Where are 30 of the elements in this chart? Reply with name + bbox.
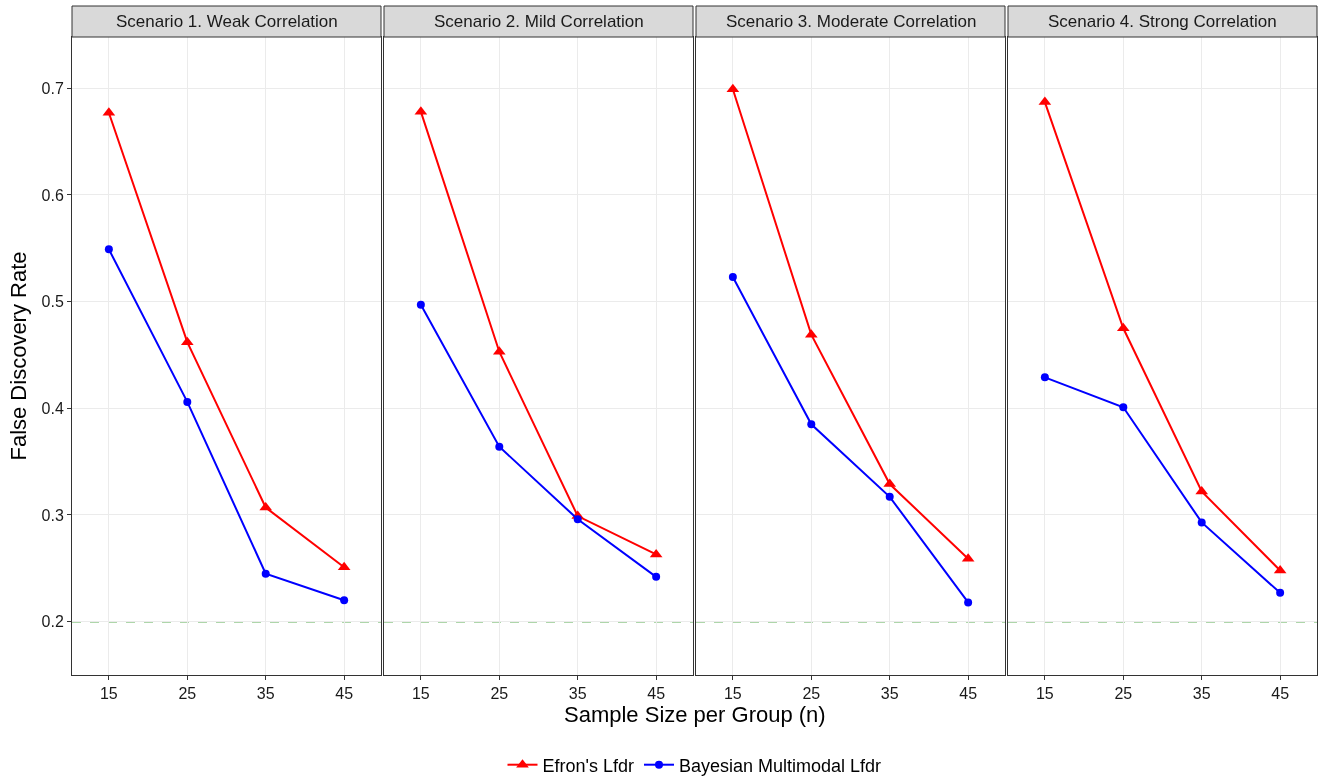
x-tick-label: 15 <box>99 685 118 703</box>
x-tick-label: 25 <box>802 685 821 703</box>
y-tick-label: 0.7 <box>41 79 64 97</box>
x-tick-label: 25 <box>490 685 509 703</box>
chart-title: Scenario 3. Moderate Correlation <box>726 12 977 31</box>
y-tick-label: 0.4 <box>41 399 64 417</box>
y-tick-label: 0.6 <box>41 186 64 204</box>
x-tick-label: 35 <box>880 685 899 703</box>
y-axis-title: False Discovery Rate <box>6 251 32 461</box>
x-tick-label: 15 <box>411 685 430 703</box>
chart-title: Scenario 4. Strong Correlation <box>1048 12 1277 31</box>
x-tick-label: 25 <box>1114 685 1133 703</box>
y-tick-label: 0.2 <box>41 613 64 631</box>
legend-label: Efron's Lfdr <box>542 755 634 776</box>
x-tick-label: 35 <box>256 685 275 703</box>
y-tick-label: 0.3 <box>41 506 64 524</box>
x-tick-label: 15 <box>1035 685 1054 703</box>
chart-title: Scenario 2. Mild Correlation <box>434 12 644 31</box>
x-tick-label: 15 <box>723 685 742 703</box>
x-tick-label: 35 <box>568 685 587 703</box>
y-tick-label: 0.5 <box>41 293 64 311</box>
x-tick-label: 45 <box>647 685 666 703</box>
x-tick-label: 45 <box>1271 685 1290 703</box>
legend-label: Bayesian Multimodal Lfdr <box>678 755 882 776</box>
x-tick-label: 35 <box>1192 685 1211 703</box>
x-tick-label: 45 <box>335 685 354 703</box>
x-tick-label: 45 <box>959 685 978 703</box>
chart-title: Scenario 1. Weak Correlation <box>116 12 338 31</box>
x-axis-title: Sample Size per Group (n) <box>564 702 826 727</box>
x-tick-label: 25 <box>178 685 197 703</box>
